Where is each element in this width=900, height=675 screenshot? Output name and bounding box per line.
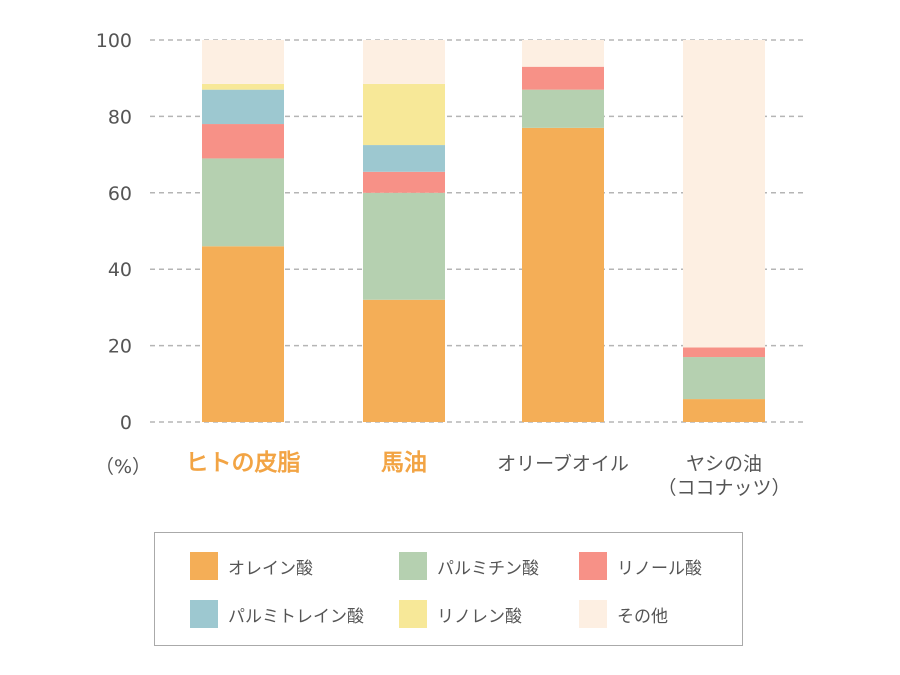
category-label-3: ヤシの油 xyxy=(686,453,762,475)
stacked-bar-chart: 0 20 40 60 80 100 （%） ヒトの皮脂 馬油 オリーブオイル ヤシの油（ココナッツ） xyxy=(95,30,804,499)
y-tick-label-20: 20 xyxy=(108,336,132,358)
bar-segment-1-2 xyxy=(363,171,445,193)
bar-segment-1-3 xyxy=(363,145,445,172)
legend-item: リノール酸 xyxy=(579,552,702,580)
legend-label: パルミチン酸 xyxy=(437,558,539,579)
legend-item: オレイン酸 xyxy=(190,552,313,580)
bar-segment-3-1 xyxy=(683,357,765,400)
category-label-3-line1: （ココナッツ） xyxy=(657,477,790,499)
legend-item: パルミトレイン酸 xyxy=(190,600,364,628)
legend-item: パルミチン酸 xyxy=(399,552,539,580)
bar-segment-1-1 xyxy=(363,192,445,300)
bar-segment-2-5 xyxy=(522,40,604,67)
bar-segment-0-3 xyxy=(202,89,284,125)
legend-swatch xyxy=(399,552,427,580)
bar-segment-0-2 xyxy=(202,124,284,159)
legend: オレイン酸 パルミチン酸 リノール酸パルミトレイン酸 リノレン酸 その他 xyxy=(154,532,743,646)
bar-segment-1-0 xyxy=(363,299,445,422)
legend-label: リノール酸 xyxy=(617,558,702,579)
y-tick-label-40: 40 xyxy=(108,259,132,281)
bar-segment-0-5 xyxy=(202,40,284,84)
legend-label: その他 xyxy=(617,606,668,627)
legend-swatch xyxy=(579,600,607,628)
y-tick-label-80: 80 xyxy=(108,106,132,128)
bar-segment-0-4 xyxy=(202,83,284,90)
y-tick-label-0: 0 xyxy=(120,412,132,434)
bar-segment-1-5 xyxy=(363,40,445,84)
legend-swatch xyxy=(190,552,218,580)
bar-segment-1-4 xyxy=(363,83,445,146)
legend-swatch xyxy=(190,600,218,628)
legend-label: オレイン酸 xyxy=(228,558,313,579)
category-label-1: 馬油 xyxy=(381,450,427,476)
bar-segment-0-0 xyxy=(202,246,284,422)
legend-label: パルミトレイン酸 xyxy=(228,606,364,627)
bar-segment-2-1 xyxy=(522,89,604,128)
bar-segment-3-5 xyxy=(683,40,765,348)
y-tick-label-60: 60 xyxy=(108,183,132,205)
bar-segment-2-0 xyxy=(522,127,604,423)
legend-item: その他 xyxy=(579,600,668,628)
category-label-0: ヒトの皮脂 xyxy=(186,450,301,476)
y-unit-label: （%） xyxy=(95,456,151,478)
bar-segment-3-0 xyxy=(683,399,765,422)
bar-segment-0-1 xyxy=(202,158,284,247)
bar-segment-2-2 xyxy=(522,66,604,90)
y-tick-label-100: 100 xyxy=(96,30,132,52)
legend-item: リノレン酸 xyxy=(399,600,522,628)
legend-swatch xyxy=(399,600,427,628)
legend-label: リノレン酸 xyxy=(437,606,522,627)
bar-segment-3-2 xyxy=(683,347,765,358)
category-label-2: オリーブオイル xyxy=(497,452,629,475)
legend-swatch xyxy=(579,552,607,580)
